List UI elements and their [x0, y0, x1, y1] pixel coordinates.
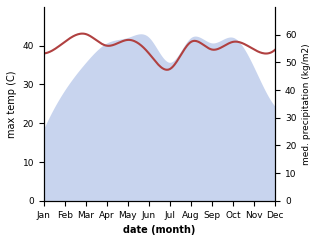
Y-axis label: med. precipitation (kg/m2): med. precipitation (kg/m2)	[302, 43, 311, 165]
X-axis label: date (month): date (month)	[123, 225, 196, 235]
Y-axis label: max temp (C): max temp (C)	[7, 70, 17, 138]
